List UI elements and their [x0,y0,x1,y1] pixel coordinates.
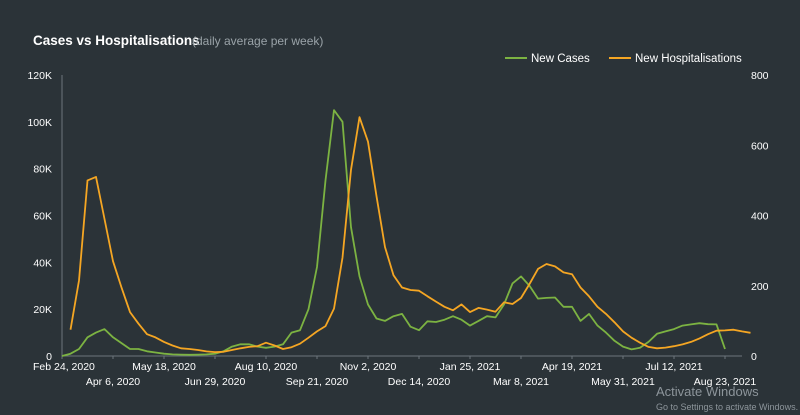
x-tick-label: Jan 25, 2021 [440,361,501,373]
x-tick-label: Aug 10, 2020 [235,361,298,373]
y-right-tick-label: 0 [751,351,757,363]
axes [61,75,742,357]
x-tick-label: Dec 14, 2020 [388,376,451,388]
x-tick-label: Jun 29, 2020 [185,376,246,388]
chart-subtitle: (daily average per week) [192,34,323,48]
y-left-tick-label: 40K [33,257,52,269]
y-left-tick-label: 120K [27,70,52,82]
x-tick-label: May 31, 2021 [591,376,655,388]
x-tick-label: Aug 23, 2021 [694,376,757,388]
chart-title: Cases vs Hospitalisations [33,33,200,48]
x-tick-label: Apr 6, 2020 [86,376,140,388]
y-right-tick-label: 400 [751,211,769,223]
activate-windows-watermark: Activate Windows [656,384,759,399]
y-right-tick-label: 200 [751,281,769,293]
series-line-new-hospitalisations [69,116,751,354]
x-tick-label: Mar 8, 2021 [493,376,549,388]
legend-label-new-hospitalisations: New Hospitalisations [635,53,742,65]
x-tick-label: Apr 19, 2021 [542,361,602,373]
y-left-tick-label: 20K [33,304,52,316]
series-line-new-cases [61,109,726,357]
x-tick-label: Jul 12, 2021 [645,361,702,373]
y-left-tick-label: 100K [27,117,52,129]
y-left-tick-label: 0 [46,351,52,363]
legend-label-new-cases: New Cases [531,53,590,65]
y-left-tick-label: 80K [33,164,52,176]
y-left-tick-labels: 0 20K 40K 60K 80K 100K 120K [27,70,52,363]
y-right-tick-label: 600 [751,140,769,152]
x-tick-label: May 18, 2020 [132,361,196,373]
y-right-tick-labels: 0 200 400 600 800 [751,70,769,363]
x-tick-labels: Feb 24, 2020 Apr 6, 2020 May 18, 2020 Jun 2… [33,356,756,388]
y-left-tick-label: 60K [33,211,52,223]
x-tick-label: Sep 21, 2020 [286,376,349,388]
y-right-tick-label: 800 [751,70,769,82]
series-lines [61,109,751,357]
x-tick-label: Feb 24, 2020 [33,361,95,373]
legend: New Cases New Hospitalisations [505,53,742,65]
activate-windows-hint: Go to Settings to activate Windows. [656,402,799,412]
x-tick-label: Nov 2, 2020 [340,361,397,373]
